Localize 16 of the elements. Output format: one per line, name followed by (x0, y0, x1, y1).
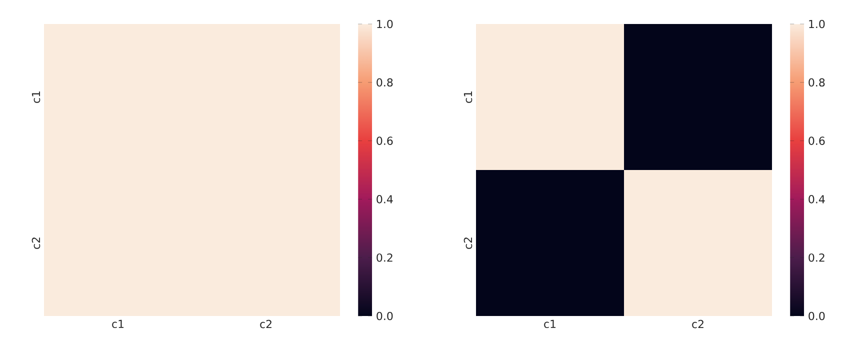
x-tick-label: c2 (260, 320, 272, 328)
x-tick-label: c1 (544, 320, 556, 328)
x-tick-label: c1 (112, 320, 124, 328)
color-bar-label: 0.4 (808, 195, 825, 204)
color-bar-label: 1.0 (809, 20, 825, 28)
color-bar-label: 0.8 (808, 78, 825, 87)
x-tick-label: c2 (692, 320, 704, 328)
color-bar-label: 0.0 (808, 312, 825, 320)
color-bar-label: 0.0 (376, 312, 393, 320)
color-bar-label: 0.6 (808, 136, 825, 145)
color-bar-label: 0.8 (376, 78, 393, 87)
color-bar-label: 1.0 (377, 20, 393, 28)
color-bar-label: 0.6 (376, 136, 393, 145)
color-bar-label: 0.4 (376, 195, 393, 204)
color-bar-label: 0.2 (808, 253, 824, 262)
color-bar-label: 0.2 (376, 253, 392, 262)
